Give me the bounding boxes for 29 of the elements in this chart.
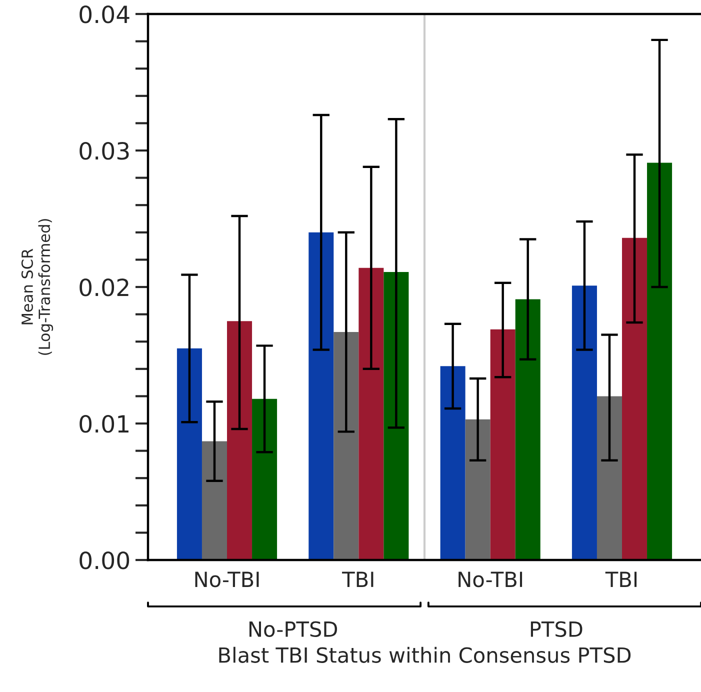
- bar: [622, 238, 648, 560]
- y-axis-title: Mean SCR (Log-Transformed): [21, 219, 54, 355]
- text: No-PTSD: [249, 621, 337, 638]
- bar: [572, 286, 597, 560]
- y-tick-label: 0.03: [80, 142, 129, 160]
- bar: [358, 268, 384, 560]
- bar: [227, 321, 252, 560]
- bar: [596, 396, 622, 560]
- bar: [176, 348, 202, 560]
- text: PTSD: [530, 621, 582, 638]
- x-axis-title: Blast TBI Status within Consensus PTSD: [219, 646, 631, 663]
- bar: [334, 332, 359, 560]
- bar: [515, 299, 540, 560]
- bar: [490, 329, 516, 560]
- x-tick-label: TBI: [342, 572, 374, 587]
- x-tick-label: TBI: [605, 572, 637, 587]
- x-tick-label: No-TBI: [458, 572, 522, 588]
- y-tick-label: 0.00: [80, 551, 130, 570]
- bar: [384, 272, 409, 560]
- bar: [252, 398, 278, 560]
- bar: [440, 366, 466, 560]
- bar: [202, 441, 227, 560]
- x-tick-label: No-TBI: [195, 572, 259, 588]
- y-tick-label: 0.04: [80, 5, 130, 24]
- y-tick-label: 0.01: [80, 414, 128, 433]
- bar: [308, 232, 334, 560]
- bar: [647, 162, 672, 560]
- y-tick-label: 0.02: [80, 278, 128, 296]
- bar: [465, 419, 490, 560]
